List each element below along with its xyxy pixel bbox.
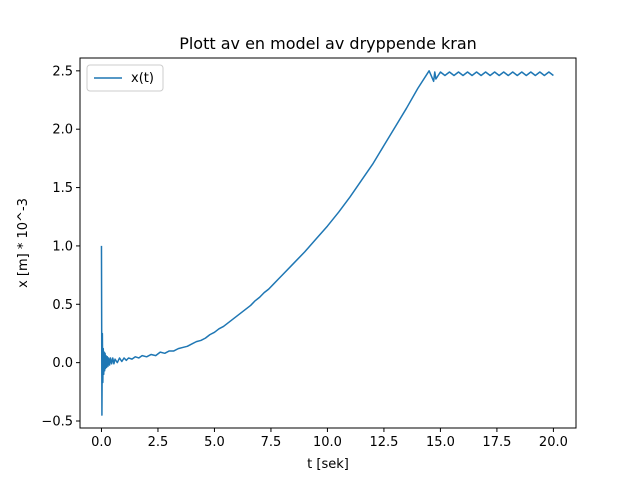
series-line-x-t bbox=[100, 70, 554, 416]
x-tick-label: 15.0 bbox=[426, 435, 455, 450]
x-tick-label: 2.5 bbox=[148, 435, 169, 450]
plot-area: 0.0 2.5 5.0 7.5 10.0 12.5 15.0 17.5 20.0 −0.5 0.0 0… bbox=[41, 64, 567, 450]
legend: x(t) bbox=[86, 64, 164, 92]
legend-box bbox=[86, 64, 164, 92]
y-tick-label: 1.0 bbox=[52, 239, 73, 254]
legend-label-x-t: x(t) bbox=[131, 71, 154, 86]
y-tick-label: 1.5 bbox=[52, 181, 73, 196]
x-tick-label: 5.0 bbox=[204, 435, 225, 450]
axes-frame bbox=[79, 57, 577, 429]
x-tick-label: 10.0 bbox=[313, 435, 342, 450]
x-tick-label: 20.0 bbox=[539, 435, 568, 450]
y-tick-label: 0.5 bbox=[52, 298, 73, 313]
x-tick-label: 12.5 bbox=[369, 435, 398, 450]
x-tick-label: 17.5 bbox=[482, 435, 511, 450]
x-tick-label: 7.5 bbox=[261, 435, 282, 450]
y-tick-label: 0.0 bbox=[52, 356, 73, 371]
y-axis-label: x [m] * 10^-3 bbox=[16, 198, 31, 288]
y-tick-label: −0.5 bbox=[41, 414, 73, 429]
x-tick-label: 0.0 bbox=[91, 435, 112, 450]
y-tick-label: 2.0 bbox=[52, 123, 73, 138]
chart-title: Plott av en model av dryppende kran bbox=[179, 34, 477, 53]
x-axis-label: t [sek] bbox=[307, 457, 349, 472]
y-tick-label: 2.5 bbox=[52, 64, 73, 79]
